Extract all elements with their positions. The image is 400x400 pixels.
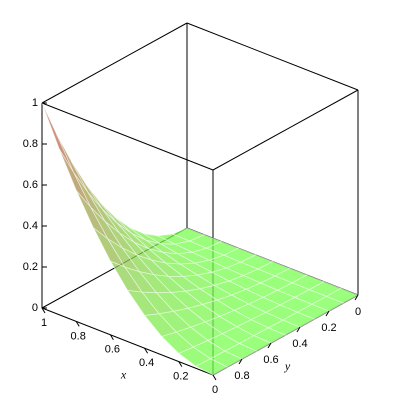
x-tick xyxy=(109,334,114,341)
y-tick xyxy=(238,358,243,365)
y-tick xyxy=(267,342,272,349)
y-tick-label: 0.8 xyxy=(234,370,249,382)
z-tick-label: 0.6 xyxy=(23,179,38,191)
x-tick xyxy=(41,307,46,314)
z-tick-label: 0.4 xyxy=(23,220,38,232)
x-tick-label: 1 xyxy=(41,317,47,329)
box-edge xyxy=(41,22,188,104)
y-tick xyxy=(354,294,359,301)
y-tick-label: 0.2 xyxy=(321,322,336,334)
z-tick-label: 0.2 xyxy=(23,261,38,273)
x-tick-label: 0.6 xyxy=(105,344,120,356)
box-edge xyxy=(212,89,359,171)
y-tick-label: 0 xyxy=(355,306,361,318)
surface-patch xyxy=(58,148,92,208)
box-edge xyxy=(41,307,214,376)
box-edge xyxy=(41,102,214,171)
y-tick-label: 0.6 xyxy=(263,354,278,366)
y-tick xyxy=(325,310,330,317)
x-tick xyxy=(144,347,149,354)
z-tick-label: 0.8 xyxy=(23,138,38,150)
z-tick-label: 1 xyxy=(32,97,38,109)
y-tick xyxy=(296,326,301,333)
x-tick xyxy=(212,374,217,381)
x-tick-label: 0.8 xyxy=(71,330,86,342)
y-axis-label: y xyxy=(284,359,291,373)
x-tick-label: 0.4 xyxy=(139,357,154,369)
x-tick xyxy=(75,321,80,327)
box-edge xyxy=(186,22,359,91)
x-tick-label: 0.2 xyxy=(173,371,188,383)
x-axis-label: x xyxy=(120,367,127,381)
z-tick-label: 0 xyxy=(32,302,38,314)
surface-patch xyxy=(171,227,206,242)
x-tick xyxy=(178,361,183,367)
x-tick-label: 0 xyxy=(212,384,218,396)
y-tick-label: 0.4 xyxy=(292,338,307,350)
